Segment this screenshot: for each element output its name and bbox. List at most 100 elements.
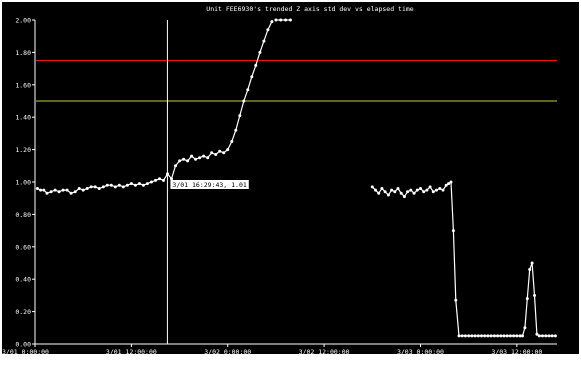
- x-tick-label-1: 3/01 12:00:00: [106, 348, 157, 356]
- series-0-segment-0-point-21: [117, 183, 121, 187]
- series-0-segment-0-point-49: [230, 140, 234, 143]
- axis-layer: 0.00 0.20 0.40 0.60 0.80 1.00 1.20 1.40 1.60 1.80…: [2, 17, 557, 356]
- series-0-segment-0-point-18: [105, 183, 109, 187]
- series-0-segment-0-point-46: [218, 149, 222, 153]
- series-0-segment-0-point-53: [246, 88, 250, 92]
- series-0-segment-2-point-7: [393, 190, 397, 194]
- series-0-segment-0-point-30: [154, 178, 157, 182]
- series-0-segment-2-point-21: [438, 187, 442, 190]
- series-0-segment-0-point-43: [206, 156, 210, 160]
- series-0-segment-0-point-9: [69, 191, 73, 195]
- series-0-segment-0-point-52: [242, 99, 246, 103]
- series-0-segment-2-point-30: [463, 334, 467, 338]
- x-tick-label-3: 3/02 12:00:00: [299, 348, 350, 356]
- series-0-segment-2-point-35: [480, 334, 483, 338]
- series-0-segment-2-point-20: [435, 188, 438, 192]
- series-0-segment-0-point-35: [174, 164, 177, 168]
- series-0-segment-0-point-10: [73, 190, 77, 194]
- series-0-segment-2-point-55: [537, 334, 541, 338]
- series-0-segment-2-point-47: [518, 334, 522, 338]
- series-0-segment-0-point-29: [149, 180, 153, 184]
- x-tick-label-2: 3/02 0:00:00: [204, 348, 251, 356]
- series-0-segment-0-point-1: [39, 188, 43, 192]
- series-0-segment-0-point-6: [57, 190, 61, 194]
- series-0-segment-0-point-34: [170, 177, 173, 181]
- series-0-segment-0-point-50: [234, 128, 238, 132]
- series-0-segment-0-point-44: [210, 151, 214, 155]
- series-0-segment-0-point-32: [162, 178, 165, 182]
- series-0-segment-2-point-36: [483, 334, 487, 338]
- series-0-segment-0-point-27: [141, 183, 145, 187]
- series-0-segment-2-point-57: [544, 334, 548, 338]
- x-tick-label-4: 3/03 0:00:00: [397, 348, 444, 356]
- series-0-segment-0-point-39: [190, 154, 194, 158]
- series-0-segment-2-point-45: [512, 334, 516, 338]
- series-0-segment-0-point-47: [222, 151, 226, 155]
- series-0-segment-2-point-60: [553, 334, 557, 338]
- cursor-label: 3/01 16:29:43, 1.01: [172, 181, 246, 189]
- chart-title: Unit FEE6930's trended Z axis std dev vs…: [206, 5, 413, 13]
- series-0-segment-0-point-28: [145, 182, 149, 186]
- series-0-segment-2-point-38: [489, 334, 493, 338]
- series-0-segment-0-point-58: [266, 28, 270, 32]
- series-0-segment-2-point-51: [528, 268, 532, 271]
- series-0-segment-2-point-17: [425, 188, 429, 192]
- y-tick-label-5: 1.00: [15, 179, 31, 187]
- series-0-segment-2-point-27: [454, 298, 458, 302]
- series-0-segment-2-point-50: [525, 297, 529, 301]
- series-0-segment-2-point-5: [386, 193, 390, 197]
- series-0-segment-2-point-16: [422, 190, 426, 194]
- series-0-segment-2-point-56: [541, 334, 544, 338]
- threshold-layer: [36, 60, 557, 102]
- series-0-segment-2-point-49: [523, 326, 527, 330]
- series-0-segment-2-point-14: [415, 188, 419, 192]
- series-0-segment-0-point-51: [238, 114, 242, 118]
- series-0-segment-2-point-40: [496, 334, 500, 338]
- series-0-segment-0-point-54: [250, 75, 254, 79]
- series-0-segment-0-point-57: [262, 39, 266, 43]
- x-tick-label-5: 3/03 12:00:00: [491, 348, 542, 356]
- series-0-segment-2-point-29: [460, 334, 464, 338]
- series-0-segment-2-point-46: [515, 334, 519, 338]
- series-0-segment-0-point-56: [258, 50, 262, 54]
- x-tick-label-0: 3/01 0:00:00: [2, 348, 49, 356]
- series-0-segment-2-point-12: [409, 188, 413, 192]
- series-0-segment-0-point-38: [186, 159, 190, 163]
- series-0-segment-2-point-43: [505, 334, 509, 338]
- series-0-segment-2-point-37: [486, 334, 490, 338]
- series-0-segment-2-point-4: [383, 190, 387, 194]
- series-0-segment-0-point-36: [178, 159, 182, 163]
- series-0-segment-0-point-15: [93, 185, 97, 189]
- series-0-segment-0-point-17: [101, 185, 105, 189]
- series-0-segment-2-point-58: [547, 334, 551, 338]
- series-0-segment-0-point-24: [129, 182, 133, 186]
- series-0-segment-2-point-18: [428, 185, 432, 189]
- series-0-segment-0-point-26: [137, 182, 141, 186]
- series-0-segment-0-point-42: [202, 154, 206, 158]
- series-0-segment-2-point-6: [390, 188, 394, 192]
- series-0-segment-2-point-0: [370, 185, 374, 189]
- cursor-label-box: [170, 180, 249, 189]
- series-0-segment-2-point-1: [374, 188, 377, 192]
- series-0-segment-0-point-4: [49, 190, 53, 194]
- series-0-segment-0-point-20: [113, 185, 117, 189]
- series-0-segment-0-point-55: [254, 63, 258, 67]
- series-0-segment-2-point-34: [476, 334, 480, 338]
- series-0-segment-2-point-39: [492, 334, 496, 338]
- series-0-segment-2-point-2: [377, 191, 381, 195]
- series-0-segment-0-point-37: [182, 157, 186, 161]
- series-0-segment-2-point-9: [399, 191, 403, 195]
- series-0-segment-2-point-19: [431, 190, 435, 194]
- series-0-segment-0-point-12: [81, 188, 85, 192]
- y-tick-label-7: 1.40: [15, 114, 31, 122]
- series-0-segment-2-point-54: [535, 332, 539, 336]
- series-0-segment-2-point-11: [406, 190, 410, 194]
- series-0-segment-2-point-25: [449, 180, 453, 184]
- series-0-segment-2-point-28: [457, 334, 461, 338]
- series-0-segment-2-point-52: [530, 261, 534, 265]
- series-0-segment-0-point-8: [65, 188, 69, 192]
- y-tick-label-2: 0.40: [15, 276, 31, 284]
- series-0-segment-2-point-8: [396, 187, 400, 190]
- series-0-segment-2-point-23: [444, 183, 448, 187]
- series-0-segment-0-point-11: [77, 187, 81, 190]
